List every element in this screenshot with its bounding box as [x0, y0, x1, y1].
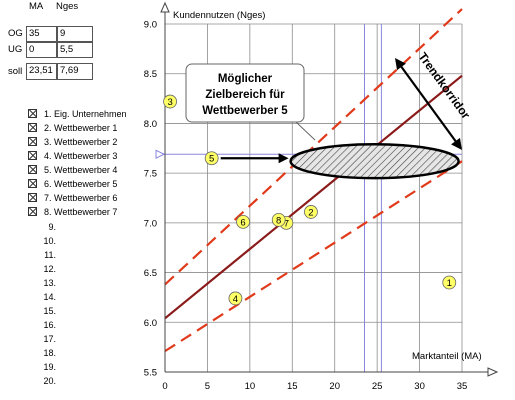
- point-label: 6: [240, 217, 245, 228]
- y-tick-label: 7.0: [144, 218, 157, 229]
- callout-text: Zielbereich für: [205, 89, 285, 101]
- point-label: 2: [308, 207, 313, 218]
- data-point: 8: [271, 212, 286, 227]
- y-tick-label: 8.0: [144, 119, 157, 130]
- corridor-arrow-head-icon: [451, 137, 462, 150]
- callout-text: Wettbewerber 5: [202, 105, 288, 117]
- row-label-ug: UG: [8, 44, 23, 55]
- target-ellipse: [289, 143, 460, 180]
- x-tick-label: 10: [245, 381, 256, 392]
- point-label: 4: [233, 294, 238, 305]
- checkbox-icon: [28, 151, 37, 160]
- legend-empty-number: 16.: [43, 320, 56, 330]
- axes: 0 5 10 15 20 25 30 355.56.06.57.07.58.08.59.0: [144, 1, 499, 392]
- point-marker: [236, 214, 250, 229]
- x-tick-label: 25: [372, 381, 383, 392]
- x-tick-label: 35: [457, 381, 468, 392]
- point-label: 5: [209, 154, 214, 165]
- legend-empty-number: 12.: [43, 264, 56, 274]
- corridor-lower-line: [164, 160, 463, 353]
- row-label-og: OG: [8, 28, 23, 39]
- legend-empty-number: 9.: [48, 222, 56, 232]
- cell-ug-nges: 5,5: [57, 42, 93, 58]
- legend: 1. Eig. Unternehmen 2. Wettbewerber 1 3.…: [28, 108, 158, 398]
- checkbox-icon: [28, 179, 37, 188]
- point-marker: [163, 94, 177, 109]
- y-tick-label: 6.5: [144, 268, 157, 279]
- y-axis-arrow-icon: [160, 1, 170, 13]
- data-point: 1: [442, 275, 457, 290]
- legend-empty-number: 17.: [43, 334, 56, 344]
- x-tick-label: 20: [329, 381, 340, 392]
- data-point: 2: [304, 205, 318, 219]
- col-header-nges: Nges: [56, 1, 79, 12]
- col-header-ma: MA: [29, 1, 44, 12]
- legend-empty-number: 19.: [43, 362, 56, 372]
- y-tick-label: 7.5: [144, 169, 157, 180]
- point-label: 3: [167, 97, 172, 108]
- checkbox-icon: [28, 207, 37, 216]
- y-tick-label: 6.0: [144, 318, 157, 329]
- row-label-soll: soll: [8, 66, 23, 77]
- y-tick-label: 9.0: [144, 20, 157, 31]
- callout-text: Möglicher: [218, 73, 273, 85]
- data-point: 6: [236, 214, 250, 229]
- target-region: [289, 143, 460, 180]
- corridor-arrow-line: [398, 63, 459, 145]
- y-tick-label: 5.5: [144, 368, 157, 379]
- legend-empty-number: 11.: [44, 250, 56, 260]
- data-point: 4: [228, 291, 243, 306]
- legend-empty-number: 10.: [43, 236, 56, 246]
- checkbox-icon: [28, 123, 37, 132]
- legend-empty-number: 15.: [43, 306, 56, 316]
- point-label: 7: [284, 218, 289, 229]
- point-marker: [304, 205, 318, 219]
- x-tick-label: 30: [414, 381, 425, 392]
- y-tick-label: 8.5: [144, 69, 157, 80]
- y-axis-label: Kundennutzen (Nges): [173, 10, 265, 21]
- cell-soll-ma: 23,51: [26, 63, 57, 80]
- point-marker: [228, 291, 243, 306]
- x-axis-label: Marktanteil (MA): [412, 351, 482, 362]
- trend-corridor: [164, 8, 463, 353]
- cell-ug-ma: 0: [26, 42, 57, 58]
- legend-empty-number: 18.: [43, 348, 56, 358]
- soll-marker-icon: [155, 149, 166, 160]
- legend-empty-number: 20.: [43, 376, 56, 386]
- checkbox-icon: [28, 165, 37, 174]
- cell-soll-nges: 7,69: [57, 63, 93, 80]
- corridor-upper-line: [164, 8, 463, 286]
- data-point: 3: [163, 94, 177, 109]
- point-label: 1: [447, 278, 452, 289]
- checkbox-icon: [28, 193, 37, 202]
- cell-og-nges: 9: [57, 26, 93, 42]
- move-arrow-head-icon: [278, 153, 289, 164]
- cell-og-ma: 35: [26, 26, 57, 42]
- trend-corridor-label: Trendkorridor: [415, 50, 473, 122]
- checkbox-icon: [28, 137, 37, 146]
- x-tick-label: 0: [162, 381, 167, 392]
- x-axis-arrow-icon: [487, 367, 499, 377]
- corridor-arrow-head-icon: [395, 58, 406, 71]
- checkbox-icon: [28, 109, 37, 118]
- callout-pointer: [295, 121, 316, 141]
- point-marker: [271, 212, 286, 227]
- trend-line: [164, 74, 463, 320]
- point-label: 8: [276, 215, 281, 226]
- legend-empty-number: 14.: [43, 292, 56, 302]
- data-points: 1 2 3 4 5 6 78: [163, 94, 457, 306]
- legend-empty-number: 13.: [43, 278, 56, 288]
- point-marker: [442, 275, 457, 290]
- x-tick-label: 15: [287, 381, 298, 392]
- target-region-callout: [185, 63, 305, 123]
- point-marker: [204, 151, 219, 166]
- x-tick-label: 5: [205, 381, 210, 392]
- data-point: 5: [204, 151, 219, 166]
